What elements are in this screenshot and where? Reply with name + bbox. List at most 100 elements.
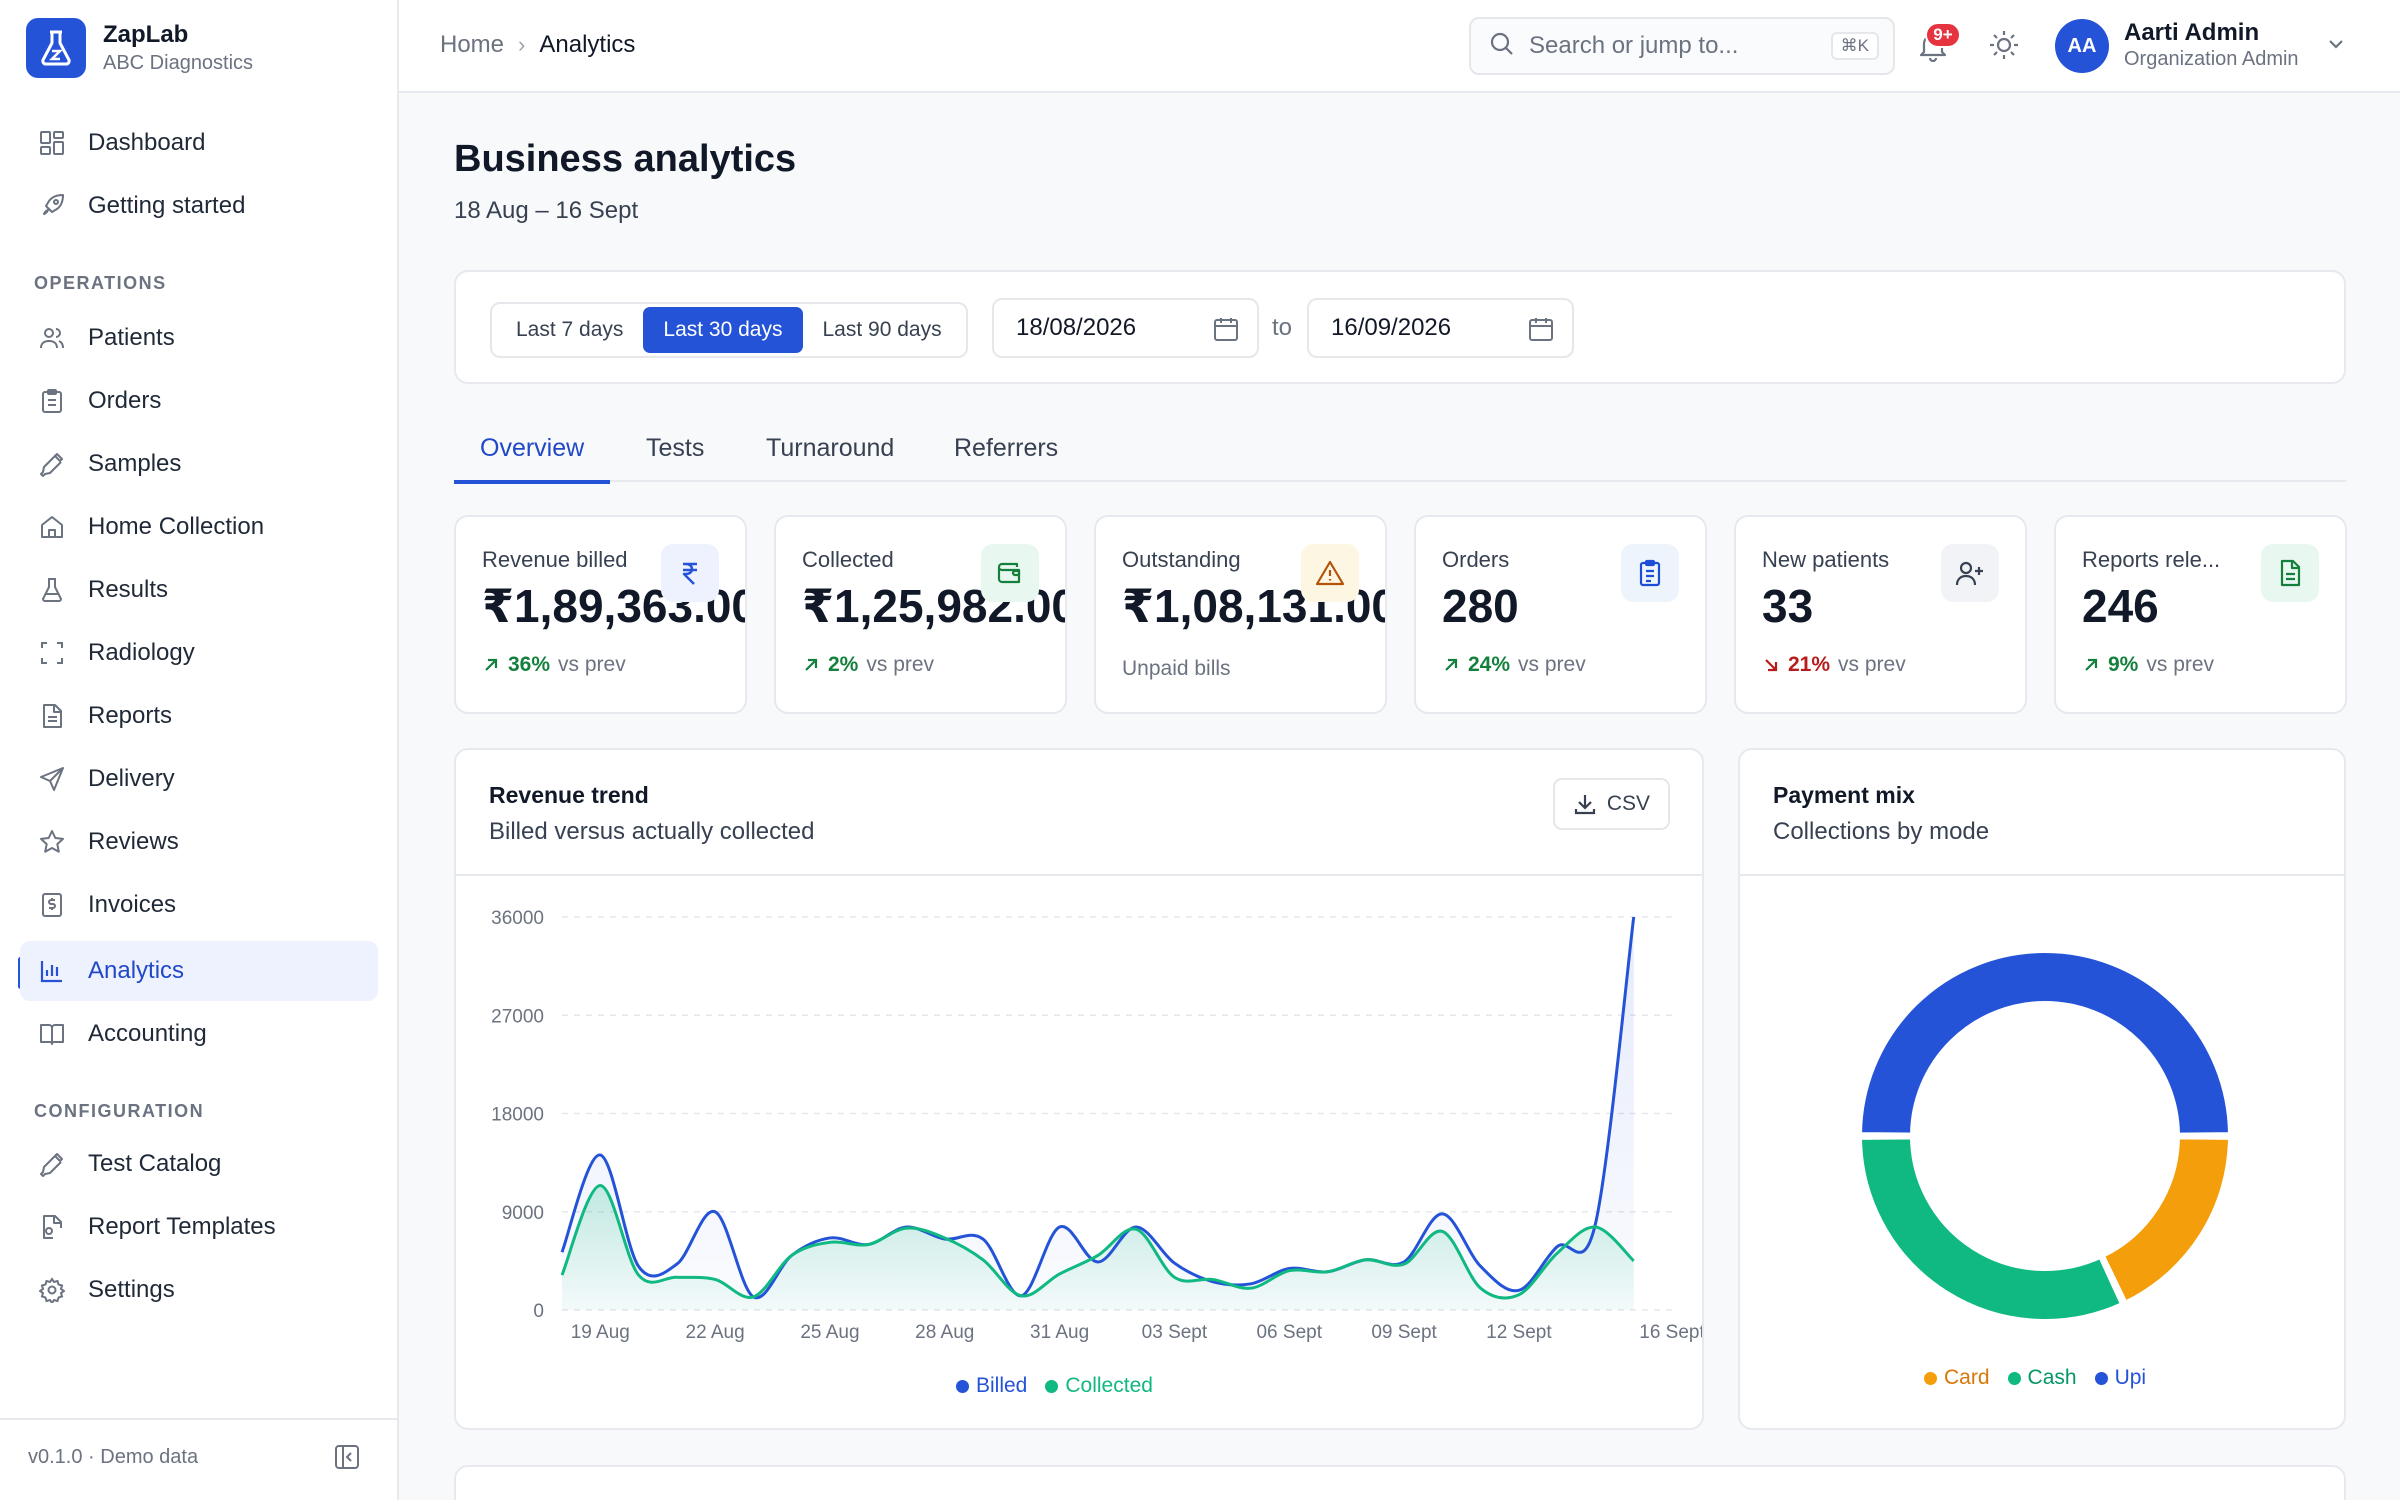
search-placeholder: Search or jump to... <box>1529 32 1739 59</box>
kpi-card-revenue-billed: Revenue billed ₹1,89,363.00 36% vs prev <box>454 515 747 714</box>
chevron-down-icon[interactable] <box>2325 33 2349 57</box>
sidebar-item-radiology[interactable]: Radiology <box>20 623 378 683</box>
billed-series-line <box>560 916 1636 1300</box>
x-tick-label: 09 Sept <box>1371 1322 1437 1343</box>
panel-divider <box>456 874 1702 876</box>
range-7-days-button[interactable]: Last 7 days <box>516 318 624 341</box>
kpi-label: Orders <box>1442 547 1510 572</box>
sidebar-item-accounting[interactable]: Accounting <box>20 1004 378 1064</box>
calendar-icon[interactable] <box>1213 316 1239 342</box>
date-to-value: 16/09/2026 <box>1331 314 1452 341</box>
date-range-separator: to <box>1272 314 1293 341</box>
sidebar-item-label: Report Templates <box>88 1213 276 1240</box>
panel-subtitle: Collections by mode <box>1773 818 1990 845</box>
user-name[interactable]: Aarti Admin <box>2124 19 2260 46</box>
x-tick-label: 12 Sept <box>1486 1322 1552 1343</box>
range-90-days-button[interactable]: Last 90 days <box>822 318 942 341</box>
book-icon <box>36 1018 68 1050</box>
sidebar-item-settings[interactable]: Settings <box>20 1260 378 1320</box>
pipette-icon <box>36 448 68 480</box>
breadcrumb-current: Analytics <box>539 31 636 58</box>
legend-item-cash[interactable]: Cash <box>2007 1366 2077 1390</box>
sidebar-item-getting-started[interactable]: Getting started <box>20 176 378 236</box>
x-tick-label: 31 Aug <box>1030 1322 1089 1343</box>
range-30-days-button[interactable]: Last 30 days <box>643 307 803 353</box>
breadcrumb: Home › Analytics <box>440 31 635 59</box>
sidebar-item-reviews[interactable]: Reviews <box>20 812 378 872</box>
tab-overview[interactable]: Overview <box>454 434 611 484</box>
wallet-icon <box>981 544 1039 602</box>
donut-slice-card <box>2100 1135 2233 1306</box>
date-from-value: 18/08/2026 <box>1016 314 1137 341</box>
file-settings-icon <box>36 1211 68 1243</box>
legend-item-upi[interactable]: Upi <box>2094 1366 2146 1390</box>
sidebar-item-label: Orders <box>88 387 162 414</box>
sidebar-item-analytics[interactable]: Analytics <box>20 941 378 1001</box>
legend-item-collected[interactable]: Collected <box>1045 1374 1153 1398</box>
tab-referrers[interactable]: Referrers <box>954 434 1059 462</box>
users-icon <box>36 322 68 354</box>
search-icon <box>1489 31 1515 62</box>
revenue-trend-panel: Revenue trend Billed versus actually col… <box>454 748 1704 1430</box>
sidebar-collapse-icon[interactable] <box>334 1444 362 1472</box>
legend-item-card[interactable]: Card <box>1924 1366 1990 1390</box>
kpi-card-new-patients: New patients 33 21% vs prev <box>1734 515 2027 714</box>
breadcrumb-separator: › <box>518 32 526 57</box>
sidebar-item-test-catalog[interactable]: Test Catalog <box>20 1134 378 1194</box>
search-input[interactable]: Search or jump to... ⌘K <box>1469 17 1895 75</box>
legend-item-billed[interactable]: Billed <box>956 1374 1027 1398</box>
x-tick-label: 19 Aug <box>571 1322 630 1343</box>
x-tick-label: 16 Sept <box>1639 1322 1704 1343</box>
kpi-delta: 9% vs prev <box>2082 653 2214 677</box>
sidebar-item-patients[interactable]: Patients <box>20 308 378 368</box>
sidebar-item-delivery[interactable]: Delivery <box>20 749 378 809</box>
user-role: Organization Admin <box>2124 48 2299 70</box>
version-text: v0.1.0 · Demo data <box>28 1446 199 1468</box>
date-to-field[interactable]: 16/09/2026 <box>1307 298 1574 358</box>
search-shortcut: ⌘K <box>1830 32 1879 60</box>
sidebar-item-label: Home Collection <box>88 513 265 540</box>
avatar[interactable]: AA <box>2055 19 2109 73</box>
sidebar-item-label: Dashboard <box>88 129 206 156</box>
brand[interactable]: ZapLab ABC Diagnostics <box>26 18 253 78</box>
collected-area <box>562 1185 1634 1310</box>
flask-logo-icon <box>26 18 86 78</box>
sidebar-item-label: Results <box>88 576 169 603</box>
tab-tests[interactable]: Tests <box>646 434 705 462</box>
sidebar-item-orders[interactable]: Orders <box>20 371 378 431</box>
receipt-icon <box>36 889 68 921</box>
panel-subtitle: Billed versus actually collected <box>489 818 815 845</box>
kpi-label: Outstanding <box>1122 547 1241 572</box>
sidebar-item-results[interactable]: Results <box>20 560 378 620</box>
calendar-icon[interactable] <box>1528 316 1554 342</box>
export-csv-button[interactable]: CSV <box>1552 778 1670 830</box>
collected-series-line <box>560 1184 1635 1300</box>
sidebar-item-samples[interactable]: Samples <box>20 434 378 494</box>
breadcrumb-home[interactable]: Home <box>440 31 505 58</box>
x-tick-label: 22 Aug <box>686 1322 745 1343</box>
sidebar-item-reports[interactable]: Reports <box>20 686 378 746</box>
page-title: Business analytics <box>454 138 797 180</box>
sidebar-item-label: Analytics <box>88 957 185 984</box>
tab-turnaround[interactable]: Turnaround <box>766 434 895 462</box>
sidebar-item-invoices[interactable]: Invoices <box>20 875 378 935</box>
kpi-delta: 2% vs prev <box>802 653 934 677</box>
sun-icon[interactable] <box>1988 29 2022 63</box>
topbar: Home › Analytics Search or jump to... ⌘K… <box>399 0 2400 93</box>
x-tick-label: 25 Aug <box>800 1322 859 1343</box>
x-tick-label: 03 Sept <box>1142 1322 1208 1343</box>
dashboard-icon <box>36 127 68 159</box>
sidebar-item-report-templates[interactable]: Report Templates <box>20 1197 378 1257</box>
kpi-card-collected: Collected ₹1,25,982.00 2% vs prev <box>774 515 1067 714</box>
brand-name: ZapLab <box>103 21 189 48</box>
date-from-field[interactable]: 18/08/2026 <box>992 298 1259 358</box>
kpi-card-reports-released: Reports rele... 246 9% vs prev <box>2054 515 2347 714</box>
sidebar-item-home-collection[interactable]: Home Collection <box>20 497 378 557</box>
kpi-delta: 36% vs prev <box>482 653 626 677</box>
notification-badge: 9+ <box>1925 22 1961 48</box>
kpi-card-orders: Orders 280 24% vs prev <box>1414 515 1707 714</box>
panel-title: Payment mix <box>1773 782 1915 808</box>
sidebar-item-dashboard[interactable]: Dashboard <box>20 113 378 173</box>
bar-chart-icon <box>36 955 68 987</box>
sidebar-item-label: Invoices <box>88 891 177 918</box>
